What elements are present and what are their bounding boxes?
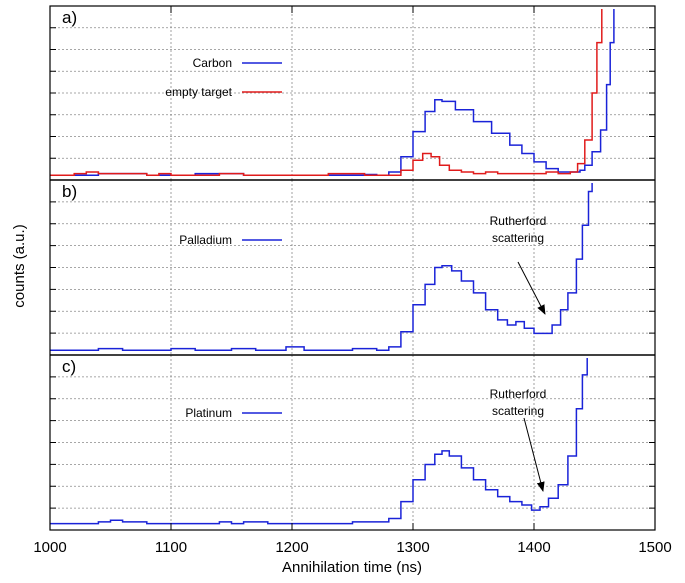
legend-entry-carbon: Carbon <box>193 56 232 70</box>
series-line-palladium <box>50 183 593 352</box>
label-layer: a) Carbon empty target b) Palladium Rutherfor… <box>33 8 671 556</box>
annotation-arrow <box>517 261 546 315</box>
annotation-text: scattering <box>492 404 544 418</box>
legend-entry-platinum: Platinum <box>185 406 232 420</box>
annotation-text: Rutherford <box>490 387 547 401</box>
annotation-arrow <box>523 417 545 492</box>
x-tick-label: 1200 <box>275 539 308 556</box>
panel-label: c) <box>62 357 76 376</box>
grid-layer <box>50 6 655 530</box>
x-axis-label: Annihilation time (ns) <box>282 559 422 576</box>
x-tick-label: 1100 <box>155 539 187 556</box>
panel-label: b) <box>62 182 77 201</box>
series-line-platinum <box>50 358 588 525</box>
annotation-text: Rutherford <box>490 214 547 228</box>
panel-label: a) <box>62 8 77 27</box>
frame-layer <box>49 5 656 531</box>
x-tick-label: 1300 <box>396 539 429 556</box>
data-layer <box>50 9 615 525</box>
y-axis-label: counts (a.u.) <box>11 224 28 307</box>
x-tick-label: 1000 <box>33 539 66 556</box>
x-tick-label: 1500 <box>638 539 671 556</box>
legend-entry-empty-target: empty target <box>165 85 232 99</box>
series-line-carbon <box>50 9 615 177</box>
x-tick-label: 1400 <box>517 539 550 556</box>
series-line-empty-target <box>50 9 603 177</box>
legend-entry-palladium: Palladium <box>179 233 232 247</box>
plot-frame <box>49 5 656 531</box>
annotation-text: scattering <box>492 231 544 245</box>
